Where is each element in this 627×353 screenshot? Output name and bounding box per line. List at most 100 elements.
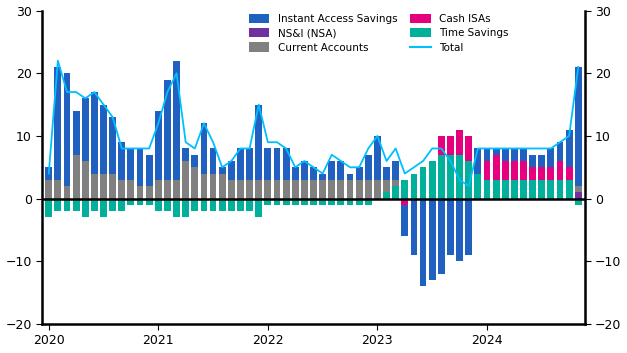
- Bar: [265, 199, 271, 205]
- Bar: [493, 180, 500, 199]
- Bar: [319, 174, 326, 199]
- Bar: [191, 155, 198, 199]
- Bar: [137, 149, 144, 199]
- Bar: [529, 186, 536, 199]
- Bar: [63, 199, 70, 205]
- Bar: [411, 192, 418, 199]
- Bar: [201, 199, 208, 211]
- Bar: [246, 199, 253, 205]
- Bar: [502, 149, 508, 199]
- Bar: [475, 174, 482, 199]
- Bar: [520, 180, 527, 199]
- Bar: [365, 180, 372, 199]
- Bar: [429, 161, 436, 199]
- Bar: [511, 180, 518, 199]
- Bar: [547, 167, 554, 199]
- Bar: [447, 180, 454, 199]
- Bar: [273, 199, 280, 205]
- Bar: [429, 186, 436, 199]
- Bar: [127, 199, 134, 205]
- Bar: [337, 199, 344, 205]
- Bar: [310, 167, 317, 199]
- Bar: [91, 92, 98, 199]
- Bar: [109, 174, 116, 199]
- Bar: [566, 180, 572, 199]
- Bar: [456, 180, 463, 199]
- Bar: [329, 199, 335, 205]
- Bar: [73, 199, 80, 211]
- Total: [54, 59, 61, 63]
- Bar: [547, 186, 554, 199]
- Bar: [301, 161, 308, 199]
- Bar: [255, 199, 262, 205]
- Bar: [393, 186, 399, 199]
- Bar: [109, 199, 116, 205]
- Bar: [557, 161, 564, 199]
- Bar: [465, 180, 472, 199]
- Bar: [292, 199, 298, 205]
- Bar: [475, 149, 482, 199]
- Bar: [119, 199, 125, 205]
- Bar: [465, 161, 472, 199]
- Bar: [575, 199, 582, 205]
- Bar: [419, 192, 426, 199]
- Bar: [429, 161, 436, 199]
- Bar: [557, 186, 564, 199]
- Bar: [539, 167, 545, 199]
- Bar: [155, 199, 162, 205]
- Total: [191, 146, 199, 151]
- Bar: [283, 199, 290, 205]
- Bar: [109, 199, 116, 211]
- Bar: [529, 180, 536, 199]
- Bar: [374, 180, 381, 199]
- Bar: [502, 161, 508, 199]
- Bar: [283, 149, 290, 199]
- Bar: [209, 199, 216, 211]
- Bar: [483, 149, 490, 199]
- Bar: [173, 199, 180, 205]
- Bar: [347, 199, 354, 205]
- Bar: [356, 199, 362, 205]
- Bar: [447, 136, 454, 199]
- Bar: [55, 180, 61, 199]
- Bar: [182, 161, 189, 199]
- Bar: [164, 79, 171, 199]
- Bar: [201, 124, 208, 199]
- Bar: [219, 167, 226, 199]
- Bar: [219, 174, 226, 199]
- Bar: [483, 186, 490, 199]
- Bar: [374, 136, 381, 199]
- Bar: [91, 199, 98, 205]
- Bar: [100, 104, 107, 199]
- Bar: [365, 199, 372, 205]
- Bar: [539, 155, 545, 199]
- Bar: [393, 161, 399, 199]
- Bar: [319, 180, 326, 199]
- Bar: [219, 199, 226, 205]
- Bar: [419, 167, 426, 199]
- Bar: [465, 186, 472, 199]
- Bar: [383, 167, 390, 199]
- Bar: [438, 136, 445, 199]
- Bar: [502, 180, 508, 199]
- Bar: [356, 199, 362, 205]
- Bar: [429, 199, 436, 280]
- Bar: [82, 199, 88, 205]
- Bar: [45, 180, 52, 199]
- Bar: [465, 136, 472, 199]
- Bar: [265, 199, 271, 205]
- Bar: [447, 199, 454, 255]
- Bar: [347, 174, 354, 199]
- Bar: [529, 155, 536, 199]
- Bar: [511, 149, 518, 199]
- Bar: [547, 149, 554, 199]
- Bar: [438, 180, 445, 199]
- Bar: [255, 199, 262, 217]
- Bar: [502, 186, 508, 199]
- Bar: [145, 186, 152, 199]
- Bar: [447, 186, 454, 199]
- Bar: [301, 199, 308, 205]
- Bar: [419, 199, 426, 286]
- Bar: [55, 199, 61, 211]
- Bar: [356, 180, 362, 199]
